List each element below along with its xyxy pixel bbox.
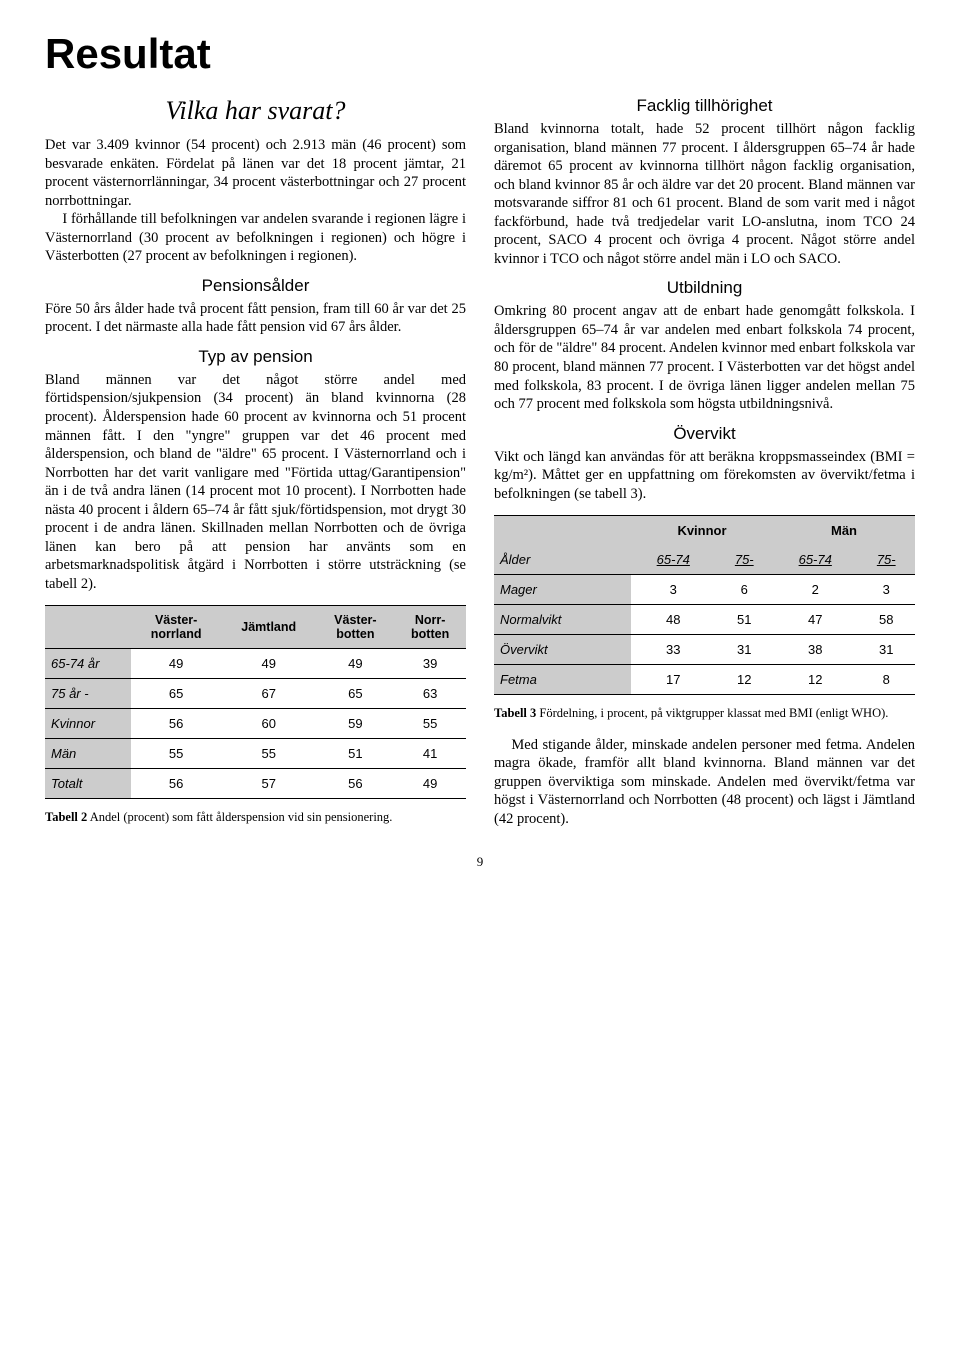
caption-b: Tabell 3 [494,706,536,720]
cell: 31 [857,635,915,665]
table-3-header-top: Kvinnor Män [494,516,915,546]
table-row: Kvinnor 56 60 59 55 [45,709,466,739]
left-column: Vilka har svarat? Det var 3.409 kvinnor … [45,96,466,828]
table-row: Övervikt 33 31 38 31 [494,635,915,665]
cell: 65-74 [773,545,857,575]
table-3-caption: Tabell 3 Fördelning, i procent, på viktg… [494,705,915,721]
cell: Män [773,516,915,546]
cell: 65-74 [631,545,715,575]
cell: 67 [221,679,317,709]
table-2-h0 [45,606,131,649]
cell: 8 [857,665,915,695]
cell: 55 [394,709,466,739]
table-3-header-sub: Ålder 65-74 75- 65-74 75- [494,545,915,575]
cell: 60 [221,709,317,739]
caption-b: Tabell 2 [45,810,87,824]
cell: Ålder [494,545,631,575]
table-2-header-row: Väster-norrland Jämtland Väster-botten N… [45,606,466,649]
right-p4: Med stigande ålder, minskade andelen per… [494,736,915,829]
cell: 12 [716,665,773,695]
table-row: Normalvikt 48 51 47 58 [494,605,915,635]
table-row: 65-74 år 49 49 49 39 [45,649,466,679]
cell: Kvinnor [631,516,773,546]
cell: 55 [131,739,221,769]
table-2-h3: Väster-botten [317,606,395,649]
cell [494,516,631,546]
cell: 56 [317,769,395,799]
right-p3: Vikt och längd kan användas för att berä… [494,448,915,504]
caption-text: Andel (procent) som fått ålderspension v… [87,810,392,824]
cell: Män [45,739,131,769]
cell: 3 [631,575,715,605]
cell: 38 [773,635,857,665]
cell: 59 [317,709,395,739]
right-column: Facklig tillhörighet Bland kvinnorna tot… [494,96,915,828]
right-p1: Bland kvinnorna totalt, hade 52 procent … [494,120,915,268]
table-row: 75 år - 65 67 65 63 [45,679,466,709]
cell: 41 [394,739,466,769]
left-p1: Det var 3.409 kvinnor (54 procent) och 2… [45,136,466,210]
cell: 17 [631,665,715,695]
table-2-caption: Tabell 2 Andel (procent) som fått ålders… [45,809,466,825]
page-number: 9 [45,854,915,870]
cell: 55 [221,739,317,769]
cell: 31 [716,635,773,665]
cell: 39 [394,649,466,679]
cell: 49 [317,649,395,679]
cell: 6 [716,575,773,605]
cell: Övervikt [494,635,631,665]
cell: 51 [716,605,773,635]
table-row: Totalt 56 57 56 49 [45,769,466,799]
heading-typ-av-pension: Typ av pension [45,347,466,367]
heading-overvikt: Övervikt [494,424,915,444]
cell: 51 [317,739,395,769]
cell: 65-74 år [45,649,131,679]
cell: 75 år - [45,679,131,709]
table-3: Kvinnor Män Ålder 65-74 75- 65-74 75- Ma… [494,515,915,695]
cell: 56 [131,709,221,739]
cell: 57 [221,769,317,799]
cell: 33 [631,635,715,665]
cell: 49 [131,649,221,679]
cell: 3 [857,575,915,605]
left-p2: I förhållande till befolkningen var ande… [45,210,466,266]
heading-utbildning: Utbildning [494,278,915,298]
page-title: Resultat [45,30,915,78]
table-2: Väster-norrland Jämtland Väster-botten N… [45,605,466,799]
table-2-h4: Norr-botten [394,606,466,649]
cell: 49 [394,769,466,799]
cell: 58 [857,605,915,635]
cell: Kvinnor [45,709,131,739]
cell: 75- [716,545,773,575]
cell: 75- [857,545,915,575]
two-column-layout: Vilka har svarat? Det var 3.409 kvinnor … [45,96,915,828]
cell: 12 [773,665,857,695]
cell: 63 [394,679,466,709]
heading-facklig: Facklig tillhörighet [494,96,915,116]
table-row: Fetma 17 12 12 8 [494,665,915,695]
cell: 47 [773,605,857,635]
cell: Mager [494,575,631,605]
cell: Totalt [45,769,131,799]
cell: 65 [131,679,221,709]
left-p4: Bland männen var det något större andel … [45,371,466,594]
table-row: Mager 3 6 2 3 [494,575,915,605]
right-p2: Omkring 80 procent angav att de enbart h… [494,302,915,413]
table-row: Män 55 55 51 41 [45,739,466,769]
cell: Fetma [494,665,631,695]
cell: 2 [773,575,857,605]
table-2-h2: Jämtland [221,606,317,649]
heading-pensionsalder: Pensionsålder [45,276,466,296]
caption-text: Fördelning, i procent, på viktgrupper kl… [536,706,888,720]
cell: Normalvikt [494,605,631,635]
table-2-h1: Väster-norrland [131,606,221,649]
heading-vilka: Vilka har svarat? [45,96,466,126]
cell: 49 [221,649,317,679]
cell: 56 [131,769,221,799]
left-p3: Före 50 års ålder hade två procent fått … [45,300,466,337]
cell: 48 [631,605,715,635]
cell: 65 [317,679,395,709]
